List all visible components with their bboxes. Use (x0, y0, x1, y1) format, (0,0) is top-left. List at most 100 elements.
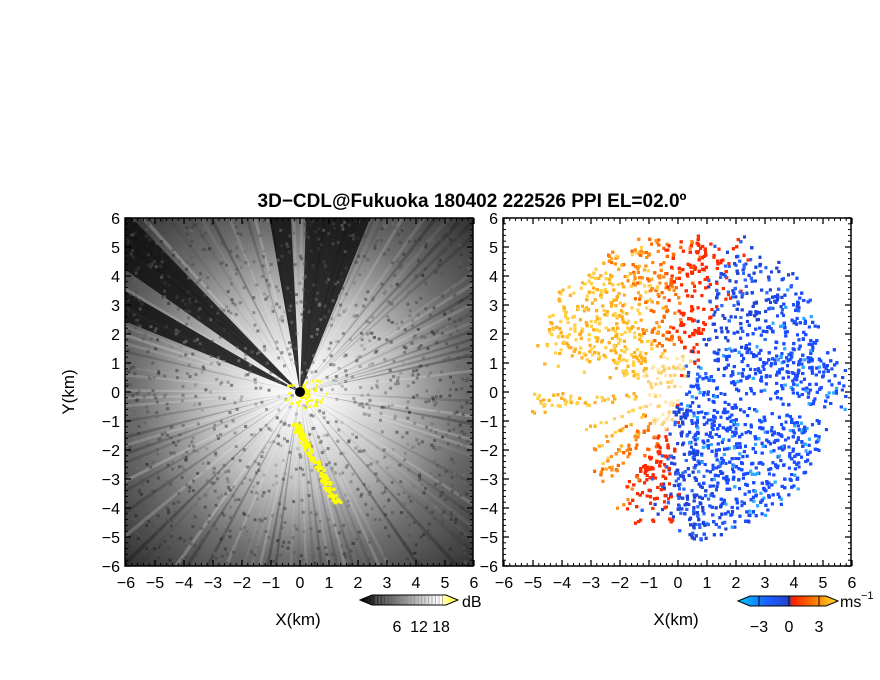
intensity-speckle (311, 260, 315, 264)
intensity-speckle (332, 222, 336, 226)
intensity-speckle (450, 492, 454, 496)
intensity-speckle (219, 537, 223, 541)
hard-target-pixel (303, 438, 307, 442)
intensity-speckle (467, 266, 471, 270)
intensity-speckle (368, 406, 372, 410)
intensity-speckle (180, 551, 184, 555)
intensity-speckle (169, 534, 173, 538)
hard-target-pixel (304, 389, 308, 393)
intensity-speckle (275, 481, 279, 485)
intensity-speckle (459, 252, 463, 256)
intensity-speckle (302, 403, 306, 407)
intensity-speckle (411, 324, 415, 328)
intensity-speckle (462, 271, 466, 275)
intensity-speckle (225, 553, 229, 557)
hard-target-pixel (310, 399, 314, 402)
intensity-speckle (244, 373, 248, 377)
hard-target-pixel (321, 480, 325, 484)
intensity-ray (300, 392, 382, 566)
intensity-speckle (412, 395, 416, 399)
intensity-speckle (286, 286, 290, 290)
intensity-speckle (412, 560, 416, 564)
intensity-speckle (335, 397, 339, 401)
intensity-speckle (383, 490, 387, 494)
intensity-ray (300, 281, 473, 392)
intensity-speckle (248, 266, 252, 270)
intensity-speckle (454, 388, 458, 392)
intensity-speckle (278, 305, 282, 309)
intensity-speckle (152, 393, 156, 397)
intensity-speckle (435, 463, 439, 467)
intensity-speckle (355, 359, 359, 363)
intensity-speckle (217, 496, 221, 500)
intensity-speckle (202, 562, 206, 566)
intensity-speckle (467, 348, 471, 352)
intensity-speckle (182, 431, 186, 435)
intensity-speckle (237, 257, 241, 261)
intensity-speckle (340, 384, 344, 388)
intensity-speckle (187, 276, 191, 280)
intensity-speckle (362, 269, 366, 273)
intensity-speckle (203, 293, 207, 297)
intensity-colorbar-tick-label: 6 (393, 619, 402, 636)
hard-target-pixel (326, 487, 330, 491)
intensity-speckle (382, 252, 386, 256)
intensity-speckle (192, 444, 196, 448)
intensity-speckle (175, 295, 179, 299)
intensity-speckle (180, 476, 184, 480)
intensity-ray (300, 392, 355, 566)
intensity-speckle (218, 396, 222, 400)
intensity-speckle (437, 263, 441, 267)
intensity-speckle (322, 359, 326, 363)
hard-target-pixel (306, 442, 310, 446)
intensity-speckle (147, 375, 151, 379)
intensity-speckle (234, 445, 238, 449)
intensity-speckle (449, 388, 453, 392)
intensity-speckle (463, 481, 467, 485)
intensity-ray (300, 392, 473, 530)
intensity-speckle (337, 428, 341, 432)
intensity-speckle (415, 376, 419, 380)
intensity-speckle (165, 479, 169, 483)
intensity-speckle (356, 236, 360, 240)
intensity-speckle (154, 347, 158, 351)
intensity-ray (253, 218, 300, 392)
intensity-speckle (437, 545, 441, 549)
hard-target-pixel (315, 399, 319, 402)
intensity-speckle (454, 518, 458, 522)
intensity-speckle (145, 223, 149, 227)
intensity-speckle (188, 301, 192, 305)
intensity-speckle (213, 489, 217, 493)
intensity-speckle (355, 537, 359, 541)
intensity-speckle (136, 466, 140, 470)
intensity-speckle (460, 430, 464, 434)
intensity-speckle (201, 347, 205, 351)
intensity-speckle (155, 381, 159, 385)
intensity-speckle (383, 505, 387, 509)
intensity-speckle (260, 455, 264, 459)
intensity-speckle (145, 234, 149, 238)
intensity-speckle (456, 329, 460, 333)
intensity-speckle (207, 461, 211, 465)
intensity-speckle (457, 336, 461, 340)
intensity-speckle (241, 221, 245, 225)
intensity-speckle (399, 480, 403, 484)
intensity-speckle (463, 307, 467, 311)
intensity-speckle (337, 366, 341, 370)
intensity-speckle (292, 231, 296, 235)
intensity-speckle (362, 448, 366, 452)
intensity-speckle (314, 230, 318, 234)
hard-target-pixel (308, 454, 312, 458)
intensity-speckle (305, 289, 309, 293)
intensity-speckle (301, 468, 305, 472)
intensity-speckle (135, 268, 139, 272)
intensity-ray (300, 392, 364, 566)
intensity-speckle (216, 356, 220, 360)
intensity-speckle (244, 346, 248, 350)
intensity-speckle (365, 402, 369, 406)
intensity-speckle (340, 421, 344, 425)
intensity-ray (300, 392, 308, 566)
intensity-speckle (244, 261, 248, 265)
intensity-speckle (429, 428, 433, 432)
hard-target-pixel (309, 447, 313, 451)
